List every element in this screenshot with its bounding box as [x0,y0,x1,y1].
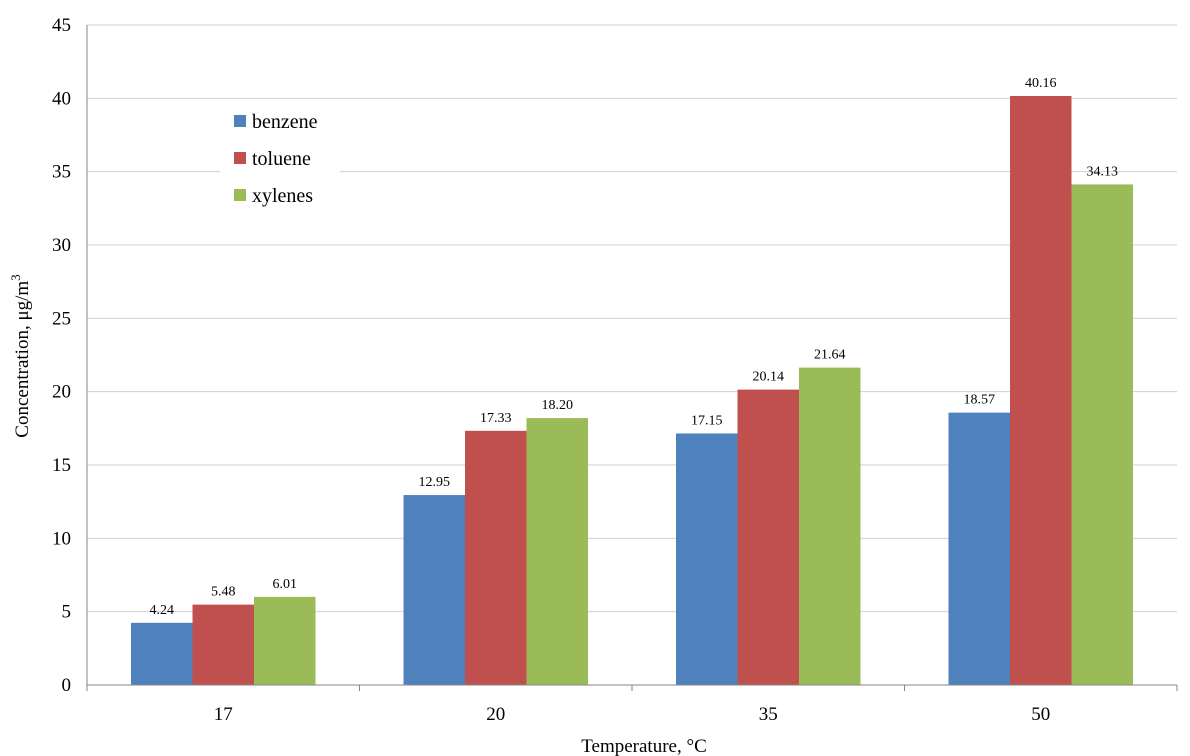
bar-toluene-20 [465,430,527,685]
x-tick-label-35: 35 [759,704,778,725]
y-tick-label: 30 [52,235,71,256]
data-label-benzene-50: 18.57 [964,393,996,408]
bar-toluene-17 [192,604,254,685]
data-label-toluene-50: 40.16 [1025,76,1057,91]
y-tick-label: 20 [52,382,71,403]
bar-benzene-35 [676,433,738,685]
bar-benzene-50 [948,412,1010,685]
y-tick-label: 10 [52,528,71,549]
y-tick-label: 35 [52,162,71,183]
x-tick-label-50: 50 [1031,704,1050,725]
data-label-benzene-17: 4.24 [150,603,175,618]
y-axis-title-main: Concentration, μg/m [12,281,33,438]
x-tick-label-20: 20 [486,704,505,725]
data-label-benzene-20: 12.95 [419,475,451,490]
bar-xylenes-17 [254,596,316,685]
data-label-toluene-35: 20.14 [753,370,785,385]
legend-label-toluene: toluene [252,148,311,170]
bar-xylenes-35 [799,367,861,685]
bar-xylenes-20 [526,418,588,685]
legend-label-benzene: benzene [252,111,318,133]
legend: benzene toluene xylenes [220,100,340,214]
bar-benzene-17 [131,622,193,685]
legend-swatch-toluene [234,152,246,164]
y-tick-labels: 0 5 10 15 20 25 30 35 40 45 [52,15,71,696]
data-label-xylenes-17: 6.01 [273,577,298,592]
data-label-toluene-17: 5.48 [211,585,236,600]
bar-toluene-35 [737,389,799,685]
data-label-benzene-35: 17.15 [691,413,723,428]
legend-swatch-benzene [234,115,246,127]
x-tick-labels: 17 20 35 50 [214,704,1051,725]
y-axis-title-superscript: 3 [8,274,23,281]
data-label-toluene-20: 17.33 [480,411,512,426]
legend-swatch-xylenes [234,189,246,201]
data-labels: 4.24 5.48 6.01 12.95 17.33 18.20 17.15 20.14 21.… [150,76,1119,618]
y-tick-label: 15 [52,455,71,476]
bar-benzene-20 [403,495,465,685]
data-label-xylenes-50: 34.13 [1087,164,1119,179]
axes [86,25,1178,691]
bar-xylenes-50 [1071,184,1133,685]
y-axis-title: Concentration, μg/m3 [8,274,33,437]
legend-label-xylenes: xylenes [252,185,313,207]
x-axis-title: Temperature, °C [581,736,707,756]
bar-toluene-50 [1010,95,1072,685]
y-tick-label: 45 [52,15,71,36]
bars [131,95,1133,685]
data-label-xylenes-35: 21.64 [814,348,846,363]
y-tick-label: 5 [62,602,72,623]
y-tick-label: 0 [62,675,72,696]
data-label-xylenes-20: 18.20 [542,398,574,413]
y-tick-label: 40 [52,88,71,109]
y-tick-label: 25 [52,308,71,329]
x-tick-label-17: 17 [214,704,233,725]
